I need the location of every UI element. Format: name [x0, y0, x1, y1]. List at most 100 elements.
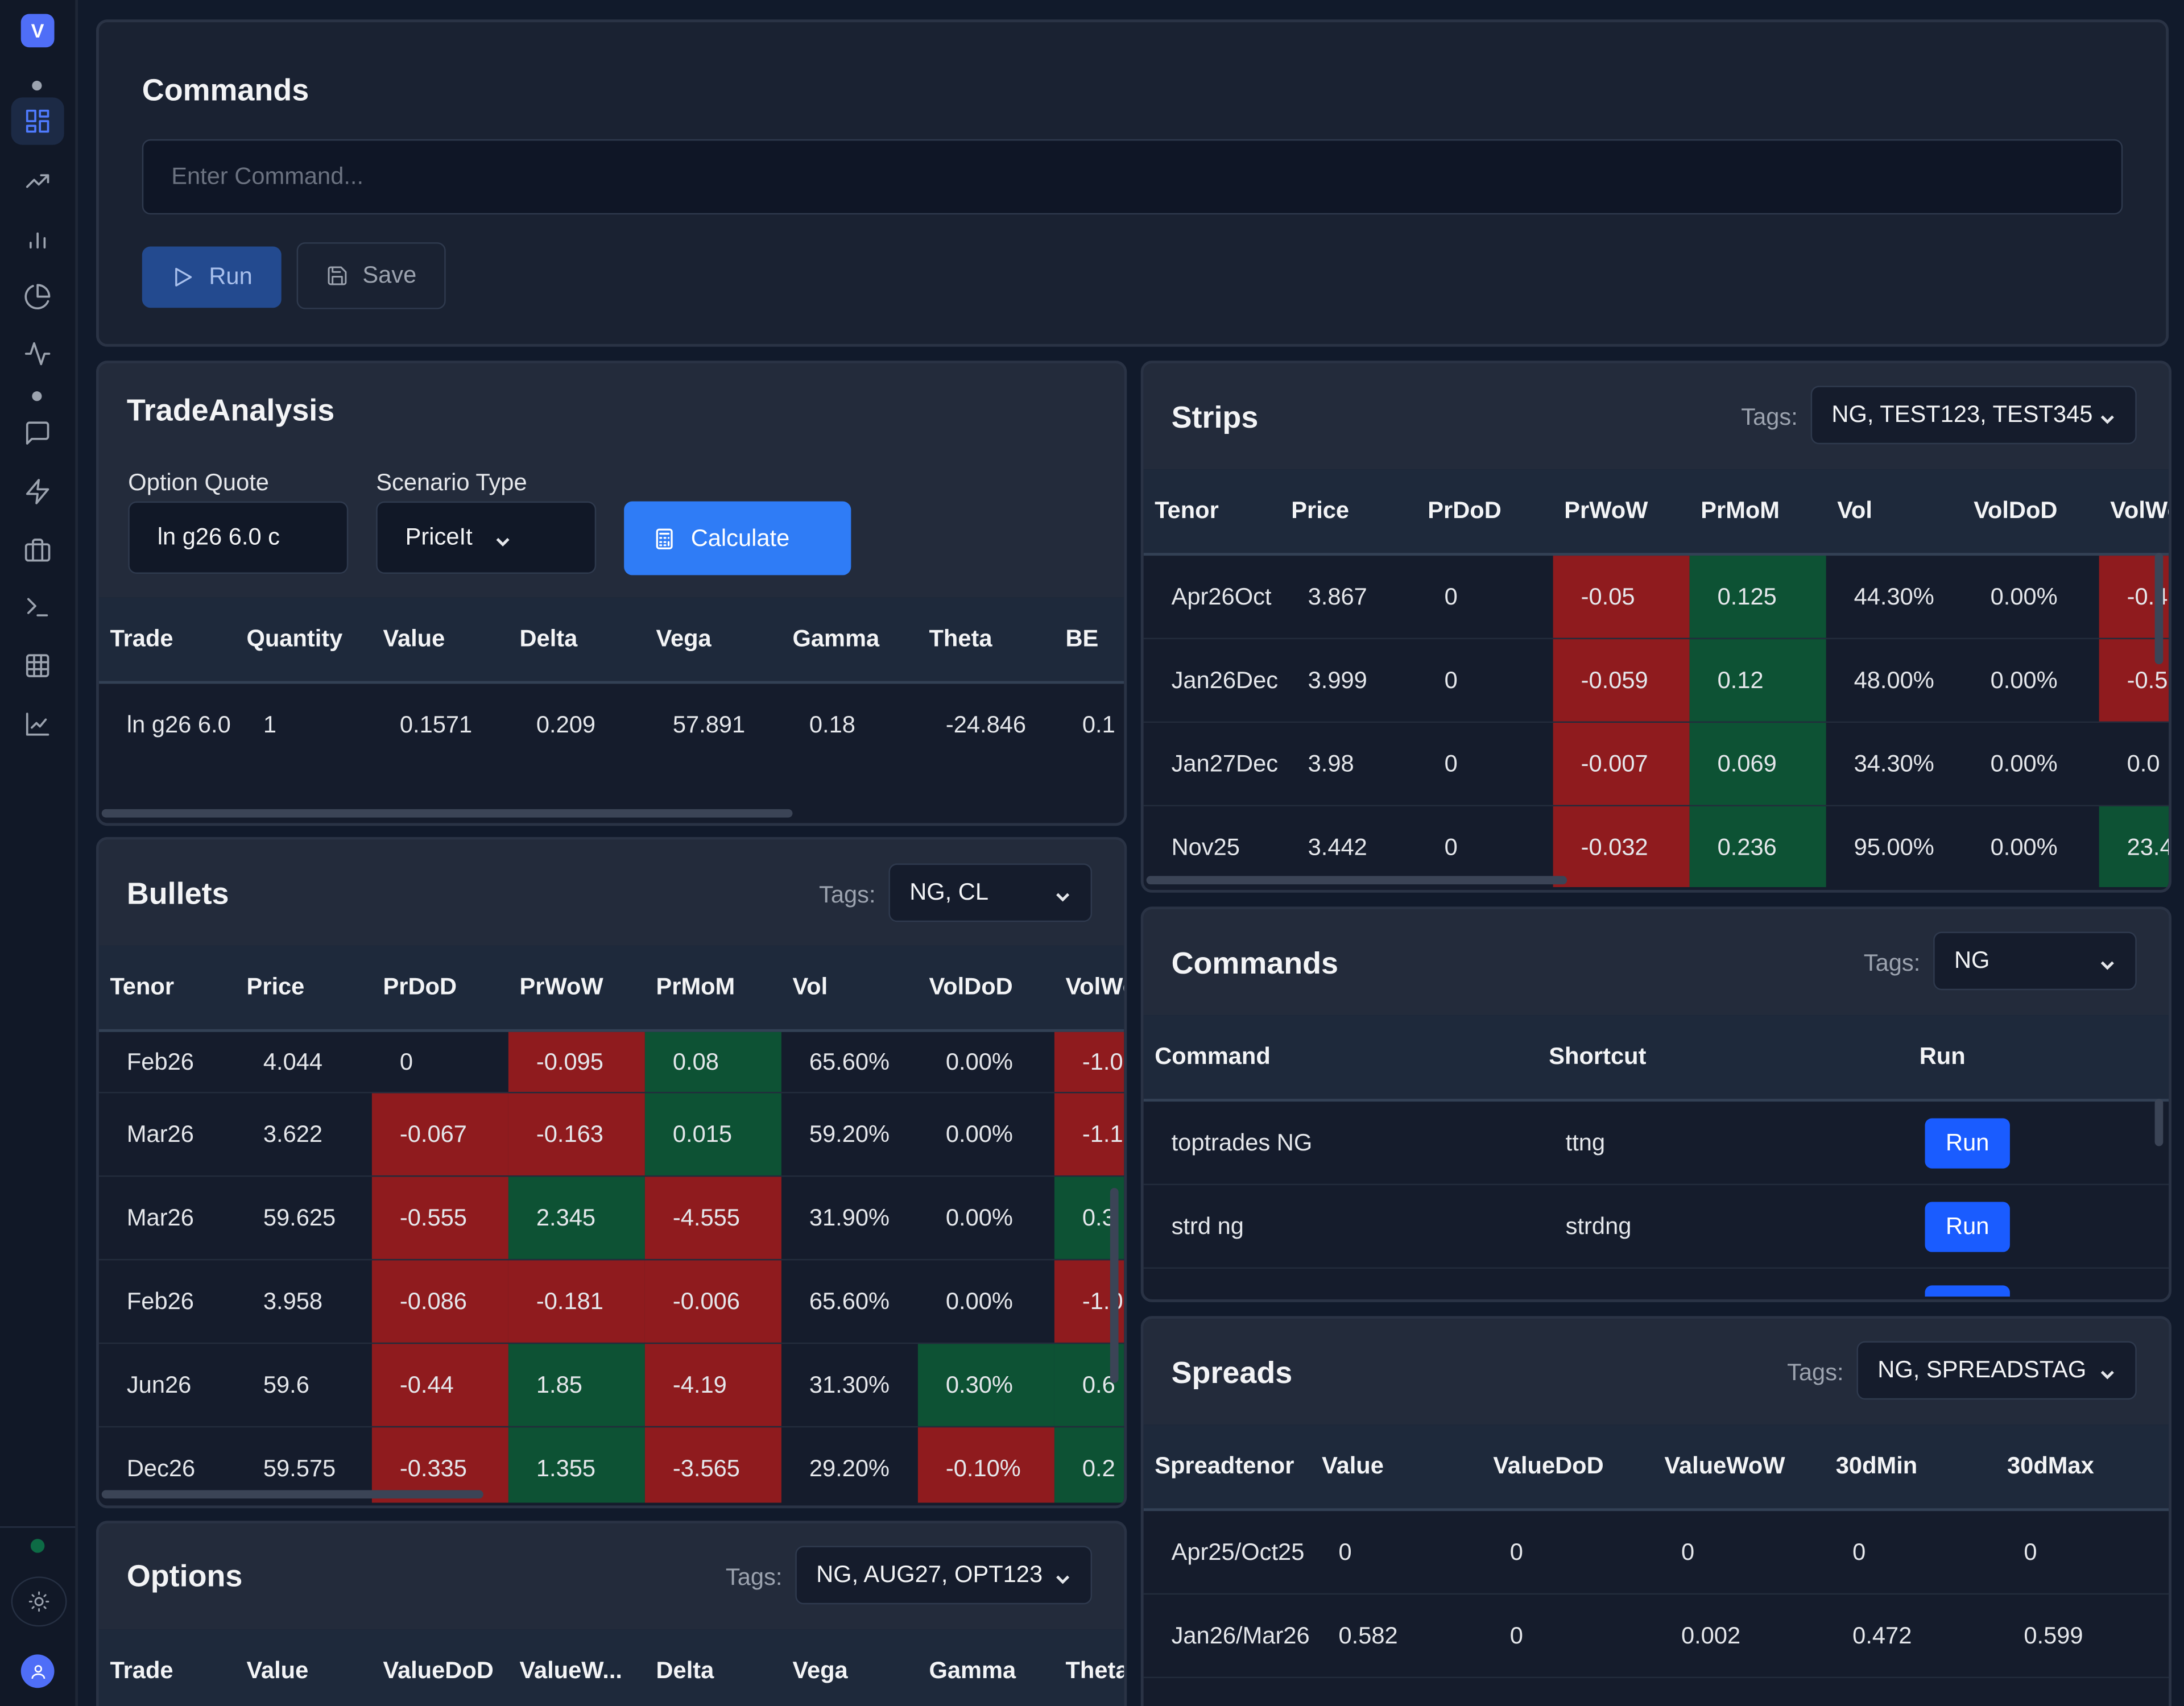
column-header[interactable]: Vega: [792, 1657, 848, 1684]
column-header[interactable]: PrMoM: [1701, 497, 1780, 524]
column-header[interactable]: Theta: [929, 625, 992, 652]
terminal-icon[interactable]: [11, 583, 64, 631]
message-icon[interactable]: [11, 409, 64, 457]
column-header[interactable]: PrWoW: [519, 973, 603, 1000]
column-header[interactable]: Shortcut: [1549, 1043, 1647, 1070]
line-chart-icon[interactable]: [11, 701, 64, 748]
horizontal-scrollbar[interactable]: [101, 809, 793, 818]
table-cell: 0: [1509, 1538, 1523, 1565]
column-header[interactable]: 30dMin: [1835, 1452, 1918, 1479]
trending-up-icon[interactable]: [11, 158, 64, 205]
activity-icon[interactable]: [11, 330, 64, 377]
horizontal-scrollbar[interactable]: [1146, 876, 1567, 885]
table-cell: -0.086: [371, 1260, 508, 1343]
horizontal-scrollbar[interactable]: [101, 1490, 483, 1499]
tags-select[interactable]: NG, CL: [888, 863, 1093, 922]
column-header[interactable]: Spreadtenor: [1155, 1452, 1294, 1479]
run-command-button[interactable]: Run: [1925, 1201, 2010, 1252]
user-avatar-icon[interactable]: [20, 1654, 55, 1688]
table-row[interactable]: ln g26 6.0 1 0.1571 0.209 57.891 0.18 -24.846 0…: [99, 684, 1124, 764]
column-header[interactable]: Price: [1291, 497, 1350, 524]
run-command-button[interactable]: Run: [1925, 1117, 2010, 1168]
column-header[interactable]: Vega: [656, 625, 712, 652]
column-header[interactable]: Run: [1919, 1043, 1966, 1070]
table-row[interactable]: Dec26 59.575 -0.335 1.355 -3.565 29.20% -0.10%…: [99, 1427, 1124, 1503]
table-row[interactable]: Jan26Dec 3.999 0 -0.059 0.12 48.00% 0.00% -0.5: [1143, 639, 2169, 723]
column-header[interactable]: Delta: [519, 625, 578, 652]
briefcase-icon[interactable]: [11, 527, 64, 574]
table-row[interactable]: strd ng strdng Run: [1143, 1185, 2169, 1269]
tags-select[interactable]: NG, AUG27, OPT123: [795, 1546, 1093, 1605]
table-row[interactable]: Oct25/Jan264.27100.0064.4233.967: [1144, 1678, 2169, 1706]
column-header[interactable]: Price: [246, 973, 305, 1000]
grid-icon[interactable]: [11, 642, 64, 689]
column-header[interactable]: Trade: [110, 1657, 173, 1684]
table-row[interactable]: Mar26 3.622 -0.067 -0.163 0.015 59.20% 0.00% -1…: [98, 1093, 1124, 1177]
column-header[interactable]: ValueDoD: [383, 1657, 494, 1684]
table-cell: 0.236: [1689, 806, 1826, 888]
option-quote-input[interactable]: ln g26 6.0 c: [128, 501, 349, 574]
lightning-icon[interactable]: [11, 468, 64, 515]
table-row[interactable]: Feb26 3.958 -0.086 -0.181 -0.006 65.60% 0.00% -…: [98, 1260, 1124, 1344]
table-row[interactable]: Mar26 59.625 -0.555 2.345 -4.555 31.90% 0.00% 0…: [98, 1177, 1124, 1261]
app-logo[interactable]: V: [20, 14, 55, 48]
table-row[interactable]: Jan26/Mar26 0.582 0 0.002 0.472 0.599: [1143, 1595, 2169, 1679]
column-header[interactable]: Command: [1155, 1043, 1271, 1070]
dashboard-icon[interactable]: [11, 97, 64, 145]
tags-select[interactable]: NG: [1933, 931, 2137, 991]
vertical-scrollbar[interactable]: [2154, 553, 2164, 665]
table-row[interactable]: Nov25 3.442 0 -0.032 0.236 95.00% 0.00% 23.4: [1144, 806, 2169, 888]
column-header[interactable]: ValueW...: [519, 1657, 622, 1684]
table-row[interactable]: ...7...... Run: [1144, 1269, 2169, 1297]
column-header[interactable]: ValueWoW: [1664, 1452, 1785, 1479]
calculate-button[interactable]: Calculate: [624, 501, 851, 575]
tags-select[interactable]: NG, SPREADSTAG: [1856, 1341, 2137, 1400]
column-header[interactable]: VolWoW: [1065, 973, 1124, 1000]
column-header[interactable]: Quantity: [246, 625, 343, 652]
column-header[interactable]: Value: [383, 625, 445, 652]
bar-chart-icon[interactable]: [11, 214, 64, 262]
save-button[interactable]: Save: [296, 242, 446, 309]
table-row[interactable]: Jun26 59.6 -0.44 1.85 -4.19 31.30% 0.30% 0.6: [98, 1344, 1124, 1428]
column-header[interactable]: Vol: [1837, 497, 1872, 524]
column-header[interactable]: Tenor: [1155, 497, 1219, 524]
pie-chart-icon[interactable]: [11, 273, 64, 320]
vertical-scrollbar[interactable]: [2154, 1099, 2164, 1146]
run-button[interactable]: Run: [142, 246, 282, 308]
table-row[interactable]: Apr25/Oct25 0 0 0 0 0: [1143, 1511, 2169, 1595]
scenario-type-select[interactable]: PriceIt: [376, 501, 597, 574]
column-header[interactable]: Gamma: [792, 625, 880, 652]
table-row[interactable]: Jan27Dec 3.98 0 -0.007 0.069 34.30% 0.00% 0.0: [1143, 723, 2169, 806]
column-header[interactable]: Gamma: [929, 1657, 1016, 1684]
table-cell: 29.20%: [809, 1454, 890, 1481]
column-header[interactable]: VolWoW: [2110, 497, 2169, 524]
column-header[interactable]: Vol: [792, 973, 828, 1000]
trade-analysis-panel: TradeAnalysis Option Quote ln g26 6.0 c …: [96, 361, 1127, 826]
table-cell: 0.18: [809, 711, 855, 738]
column-header[interactable]: VolDoD: [1974, 497, 2058, 524]
column-header[interactable]: PrWoW: [1564, 497, 1648, 524]
table-row[interactable]: Feb26 4.044 0 -0.095 0.08 65.60% 0.00% -1.0: [98, 1032, 1124, 1094]
column-header[interactable]: Tenor: [110, 973, 175, 1000]
column-header[interactable]: Delta: [656, 1657, 714, 1684]
column-header[interactable]: PrDoD: [1428, 497, 1502, 524]
column-header[interactable]: Trade: [110, 625, 173, 652]
theme-toggle-sun-icon[interactable]: [11, 1576, 67, 1627]
column-header[interactable]: Value: [246, 1657, 309, 1684]
vertical-scrollbar[interactable]: [1110, 1187, 1119, 1383]
column-header[interactable]: PrDoD: [383, 973, 457, 1000]
command-input[interactable]: [142, 139, 2123, 215]
column-header[interactable]: VolDoD: [929, 973, 1013, 1000]
run-command-button[interactable]: Run: [1925, 1285, 2010, 1297]
column-header[interactable]: Theta: [1065, 1657, 1124, 1684]
table-cell: 0.015: [644, 1093, 781, 1175]
tags-label: Tags:: [1863, 950, 1921, 976]
column-header[interactable]: PrMoM: [656, 973, 735, 1000]
column-header[interactable]: ValueDoD: [1493, 1452, 1604, 1479]
column-header[interactable]: 30dMax: [2007, 1452, 2094, 1479]
tags-select[interactable]: NG, TEST123, TEST345: [1810, 386, 2137, 445]
table-row[interactable]: toptrades NG ttng Run: [1143, 1102, 2169, 1186]
column-header[interactable]: BE: [1065, 625, 1099, 652]
table-row[interactable]: Apr26Oct 3.867 0 -0.05 0.125 44.30% 0.00% -0.4: [1143, 556, 2169, 640]
column-header[interactable]: Value: [1322, 1452, 1384, 1479]
